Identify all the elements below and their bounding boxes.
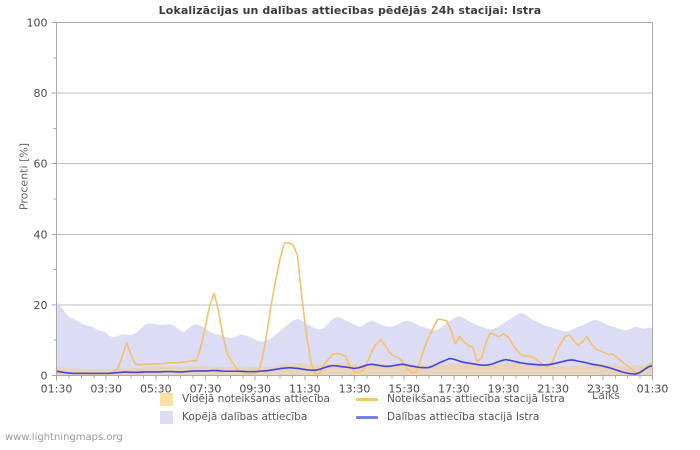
series-total-participation: [56, 301, 653, 376]
legend-label-station-participation: Dalības attiecība stacijā Istra: [387, 411, 540, 423]
x-tick-label: 01:30: [41, 383, 73, 396]
x-tick-label: 17:30: [438, 383, 470, 396]
legend-swatch-avg-detection: [160, 392, 173, 406]
x-tick-label: 03:30: [90, 383, 122, 396]
legend-item-total-participation: Kopējā dalības attiecība: [160, 410, 356, 424]
watermark: www.lightningmaps.org: [5, 432, 123, 443]
x-tick-label: 23:30: [587, 383, 619, 396]
legend-row-1: Vidējā noteikšanas attiecība Noteikšanas…: [160, 390, 590, 408]
y-tick-label: 40: [34, 228, 48, 241]
x-axis-label: Laiks: [592, 389, 621, 402]
x-tick-label: 07:30: [190, 383, 222, 396]
chart-title: Lokalizācijas un dalības attiecības pēdē…: [158, 4, 542, 17]
y-tick-label: 20: [34, 299, 48, 312]
legend-swatch-station-detection: [356, 397, 378, 401]
x-tick-label: 01:30: [637, 383, 669, 396]
legend-item-avg-detection: Vidējā noteikšanas attiecība: [160, 392, 356, 406]
x-tick-label: 13:30: [339, 383, 371, 396]
series-station-detection: [56, 241, 653, 375]
legend-item-station-detection: Noteikšanas attiecība stacijā Istra: [356, 393, 565, 405]
y-tick-label: 80: [34, 87, 48, 100]
y-tick-label: 0: [41, 370, 48, 383]
x-tick-label: 21:30: [537, 383, 569, 396]
legend-row-2: Kopējā dalības attiecība Dalības attiecī…: [160, 408, 590, 426]
x-tick-label: 09:30: [239, 383, 271, 396]
plot-area: 0 20 40 60 80 100 01:30 03:30 05:30 07:30 09:30 11:…: [27, 17, 669, 396]
legend-label-avg-detection: Vidējā noteikšanas attiecība: [182, 393, 330, 405]
legend-label-total-participation: Kopējā dalības attiecība: [182, 411, 308, 423]
x-tick-label: 05:30: [140, 383, 172, 396]
chart-legend: Vidējā noteikšanas attiecība Noteikšanas…: [160, 390, 590, 426]
y-tick-label: 100: [27, 17, 48, 30]
x-tick-label: 19:30: [488, 383, 520, 396]
legend-swatch-total-participation: [160, 410, 173, 424]
x-tick-label: 11:30: [289, 383, 321, 396]
y-tick-label: 60: [34, 158, 48, 171]
series-station-participation: [56, 357, 653, 375]
legend-item-station-participation: Dalības attiecība stacijā Istra: [356, 411, 539, 423]
legend-swatch-station-participation: [356, 415, 378, 419]
x-tick-label: 15:30: [388, 383, 420, 396]
legend-label-station-detection: Noteikšanas attiecība stacijā Istra: [387, 393, 565, 405]
